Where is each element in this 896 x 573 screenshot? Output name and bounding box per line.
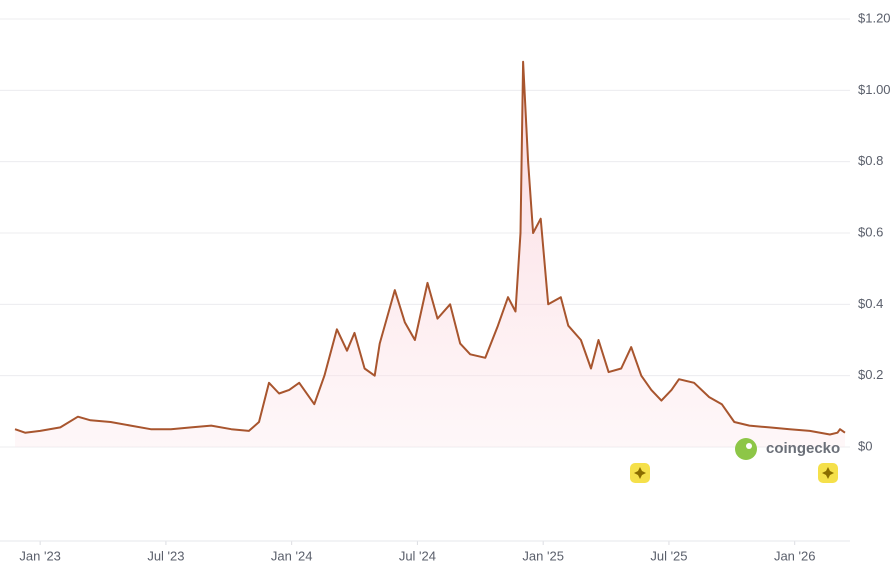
x-tick-label: Jan '23 <box>19 548 61 563</box>
y-tick-label: $0 <box>858 438 872 453</box>
watermark-text: coingecko <box>766 440 840 457</box>
y-tick-label: $0.4 <box>858 296 883 311</box>
event-icon[interactable] <box>818 463 838 483</box>
y-tick-label: $1.20 <box>858 10 891 25</box>
watermark-logo: coingecko <box>735 438 840 460</box>
logo-icon <box>735 438 757 460</box>
y-tick-label: $0.8 <box>858 153 883 168</box>
y-tick-label: $0.2 <box>858 367 883 382</box>
plot <box>14 60 846 448</box>
price-line <box>14 60 846 436</box>
event-icon[interactable] <box>630 463 650 483</box>
event-star <box>634 467 646 479</box>
x-tick-label: Jul '25 <box>650 548 687 563</box>
y-tick-label: $1.00 <box>858 82 891 97</box>
x-tick-label: Jan '26 <box>774 548 816 563</box>
y-tick-label: $0.6 <box>858 224 883 239</box>
x-tick-label: Jul '24 <box>399 548 436 563</box>
logo-eye <box>746 443 752 449</box>
x-tick-label: Jan '25 <box>522 548 564 563</box>
x-tick-label: Jul '23 <box>147 548 184 563</box>
axes: $0 $0.2 $0.4 $0.6 $0.8 $1.00 $1.20 Jan '23 Jul '… <box>0 10 891 563</box>
x-tick-label: Jan '24 <box>271 548 313 563</box>
event-star <box>822 467 834 479</box>
price-area <box>15 61 845 448</box>
